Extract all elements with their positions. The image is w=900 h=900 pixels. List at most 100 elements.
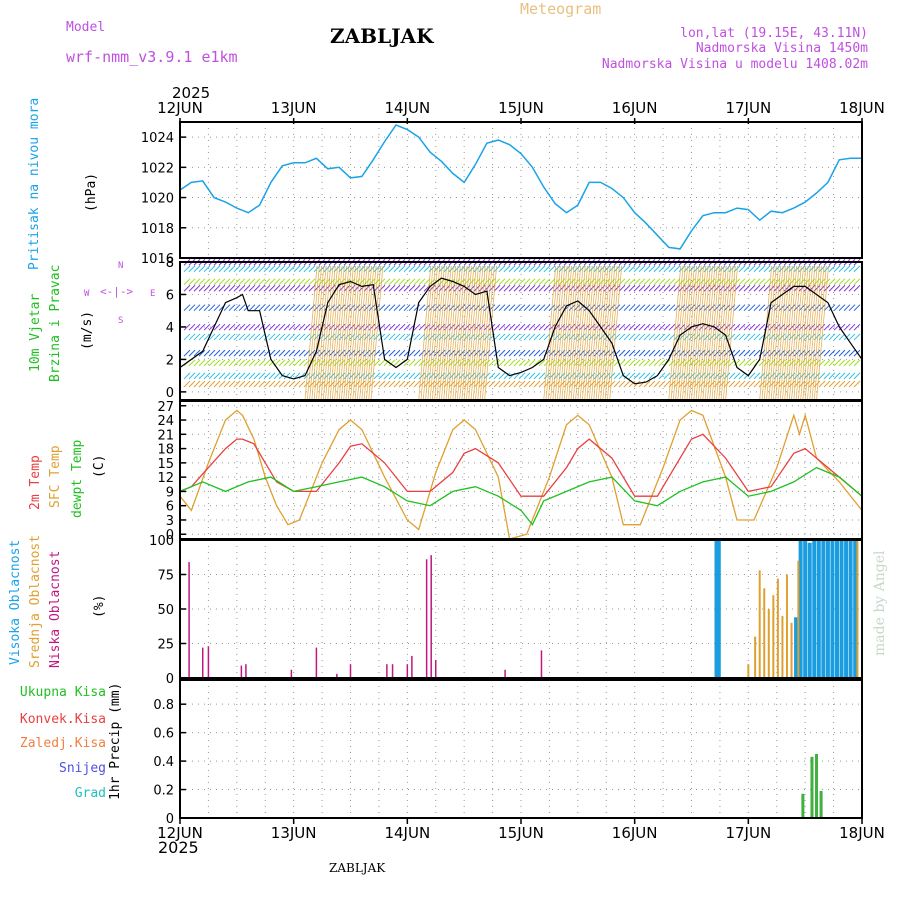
wind-barb <box>303 333 311 341</box>
wind-barb <box>733 284 741 292</box>
wind-barb <box>608 333 616 341</box>
wind-barb <box>288 380 296 388</box>
wind-barb <box>398 278 406 286</box>
cloud-ytick-label: 50 <box>157 603 174 618</box>
wind-barb <box>248 304 256 312</box>
wind-barb <box>853 284 861 292</box>
wind-barb <box>183 323 191 331</box>
wind-gust-hatch <box>309 265 322 401</box>
wind-barb <box>533 278 541 286</box>
wind-barb <box>393 349 401 357</box>
wind-barb <box>588 304 596 312</box>
wind-barb <box>233 323 241 331</box>
wind-barb <box>843 380 851 388</box>
wind-barb <box>523 323 531 331</box>
wind-barb <box>668 284 676 292</box>
wind-gust-hatch <box>722 265 736 401</box>
wind-barb <box>713 380 721 388</box>
wind-gust-hatch <box>316 265 329 401</box>
compass-south: S <box>118 316 124 326</box>
wind-barb <box>588 349 596 357</box>
wind-barb <box>213 265 221 273</box>
wind-barb <box>303 323 311 331</box>
wind-barb <box>463 278 471 286</box>
wind-barb <box>378 333 386 341</box>
wind-barb <box>218 265 226 273</box>
wind-barb <box>218 349 226 357</box>
wind-barb <box>583 333 591 341</box>
compass-north: N <box>118 261 124 271</box>
wind-barb <box>663 304 671 312</box>
wind-gust-hatch <box>688 265 702 401</box>
wind-barb <box>828 323 836 331</box>
wind-barb <box>633 359 641 367</box>
wind-barb <box>408 265 416 273</box>
wind-barb <box>418 304 426 312</box>
wind-barb <box>293 284 301 292</box>
x-tick-label-top: 17JUN <box>725 99 771 117</box>
wind-barb <box>643 333 651 341</box>
wind-barb <box>508 278 516 286</box>
wind-barb <box>753 284 761 292</box>
wind-barb <box>233 372 241 380</box>
wind-barb <box>413 372 421 380</box>
wind-barb <box>498 380 506 388</box>
wind-barb <box>198 265 206 273</box>
wind-barb <box>583 304 591 312</box>
wind-barb <box>383 284 391 292</box>
wind-barb <box>803 359 811 367</box>
wind-barb <box>338 349 346 357</box>
wind-barb <box>393 333 401 341</box>
x-tick-label-bottom: 12JUN <box>157 824 203 842</box>
wind-gust-hatch <box>331 265 345 401</box>
wind-barb <box>378 372 386 380</box>
wind-barb <box>203 284 211 292</box>
wind-barb <box>623 349 631 357</box>
wind-barb <box>463 323 471 331</box>
wind-barb <box>843 372 851 380</box>
wind-barb <box>338 323 346 331</box>
wind-barb <box>503 359 511 367</box>
wind-barb <box>288 265 296 273</box>
wind-barb <box>783 284 791 292</box>
wind-barb <box>588 278 596 286</box>
wind-barb <box>758 304 766 312</box>
wind-gust-hatch <box>361 265 375 401</box>
wind-barb <box>548 265 556 273</box>
wind-gust-hatch <box>347 265 361 401</box>
wind-gust-hatch <box>354 265 368 401</box>
wind-barb <box>523 304 531 312</box>
wind-gust-hatch <box>556 265 570 401</box>
wind-gust-hatch <box>579 265 593 401</box>
wind-barb <box>218 359 226 367</box>
cloud-ytick-label: 0 <box>166 672 174 687</box>
wind-barb <box>753 278 761 286</box>
wind-barb <box>208 304 216 312</box>
wind-barb <box>618 323 626 331</box>
wind-barb <box>273 304 281 312</box>
wind-barb <box>613 349 621 357</box>
wind-barb <box>183 349 191 357</box>
wind-barb <box>763 278 771 286</box>
wind-barb <box>243 278 251 286</box>
wind-barb <box>418 333 426 341</box>
wind-barb <box>638 349 646 357</box>
wind-barb <box>668 333 676 341</box>
wind-barb <box>688 278 696 286</box>
wind-barb <box>838 278 846 286</box>
wind-barb <box>628 304 636 312</box>
low-cloud-bar <box>188 562 190 678</box>
legend-zaledj-kisa: Zaledj.Kisa <box>19 736 106 751</box>
wind-barb <box>743 284 751 292</box>
wind-barb <box>378 359 386 367</box>
wind-barb <box>658 372 666 380</box>
wind-barb <box>508 380 516 388</box>
wind-barb <box>713 349 721 357</box>
wind-barb <box>498 304 506 312</box>
wind-barb <box>558 380 566 388</box>
wind-barb <box>303 278 311 286</box>
wind-barb <box>648 359 656 367</box>
wind-barb <box>503 278 511 286</box>
wind-gust-hatch <box>329 265 343 401</box>
wind-barb <box>688 304 696 312</box>
